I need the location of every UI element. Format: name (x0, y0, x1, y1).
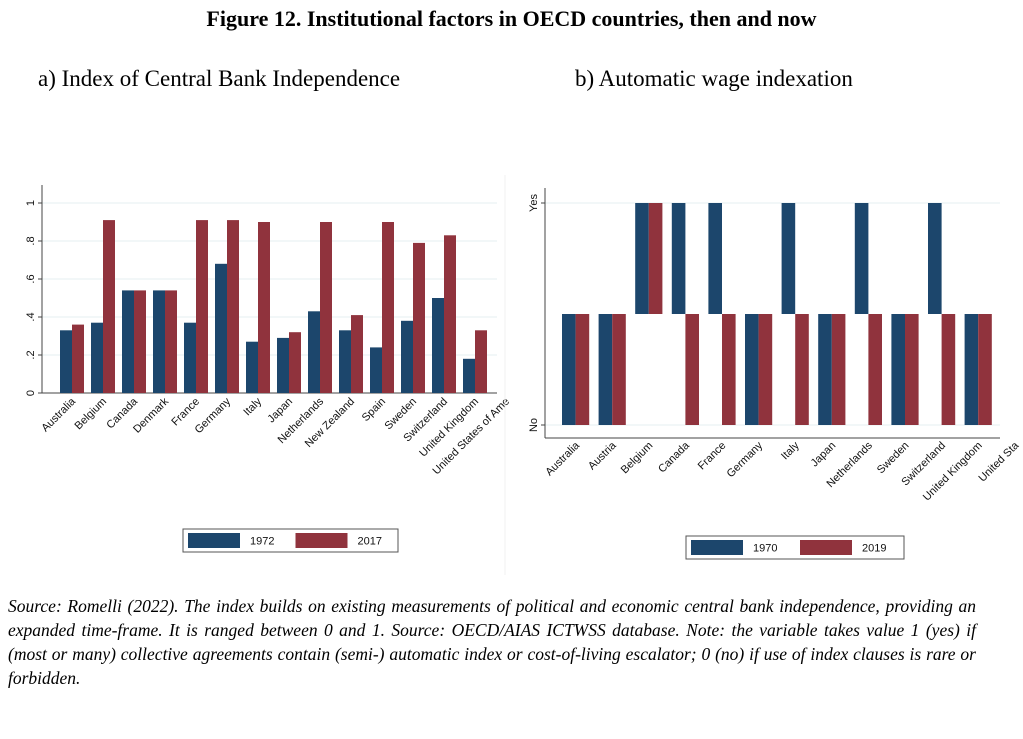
bar-2019-japan (831, 314, 846, 425)
x-tick-label: Italy (779, 439, 802, 462)
x-tick-label: Belgium (73, 396, 110, 433)
y-tick-label: .6 (25, 274, 37, 283)
bar-1972-italy (246, 341, 258, 393)
bar-1972-australia (60, 330, 72, 393)
bar-2019-austria (612, 314, 626, 425)
bar-1972-spain (370, 347, 382, 393)
bar-1972-canada (122, 290, 134, 393)
bar-1970-france (708, 203, 722, 314)
bar-2017-canada (134, 290, 146, 393)
legend-swatch (188, 533, 240, 548)
bar-2019-france (722, 314, 736, 425)
bar-1970-japan (818, 314, 832, 425)
bar-2017-sweden (413, 242, 425, 393)
bar-2019-sweden (905, 314, 919, 425)
bar-1970-switzerland (928, 203, 942, 314)
y-tick-label: 1 (25, 200, 37, 206)
x-tick-label: Italy (241, 395, 264, 418)
y-tick-label: .2 (25, 350, 37, 359)
bar-2017-spain (382, 222, 394, 393)
x-tick-label: Australia (39, 395, 78, 434)
bar-1972-japan (277, 337, 289, 393)
chart-b-title: b) Automatic wage indexation (575, 66, 853, 91)
x-tick-label: Australia (543, 439, 582, 478)
bar-2019-italy (795, 314, 809, 425)
bar-2019-australia (575, 314, 590, 425)
bar-2017-france (196, 220, 208, 393)
bar-2017-japan (289, 332, 301, 393)
bar-2017-belgium (103, 220, 115, 393)
figure-caption: Source: Romelli (2022). The index builds… (8, 596, 976, 688)
bar-2017-united-kingdom (475, 330, 487, 393)
bar-1972-switzerland (432, 298, 444, 393)
bar-2017-switzerland (444, 235, 456, 393)
bar-1972-germany (215, 263, 227, 393)
x-tick-label: United Sta (977, 439, 1022, 484)
bar-2017-germany (227, 220, 239, 393)
bar-1972-new-zealand (339, 330, 351, 393)
x-tick-label: France (696, 440, 729, 473)
chart-a-title: a) Index of Central Bank Independence (38, 66, 401, 91)
legend-swatch (691, 540, 743, 555)
legend-swatch (295, 533, 348, 548)
x-tick-label: Austria (586, 439, 619, 472)
bar-2019-canada (685, 314, 699, 425)
bar-1970-belgium (635, 203, 649, 314)
x-tick-label: Canada (656, 439, 692, 475)
x-tick-label: Japan (265, 396, 295, 426)
bar-1970-australia (562, 314, 576, 425)
legend-label: 1970 (753, 543, 777, 555)
legend-label: 2017 (358, 536, 382, 548)
bar-2019-switzerland (941, 314, 956, 425)
y-tick-label: .4 (25, 312, 37, 321)
y-tick-label: .8 (25, 236, 37, 245)
x-tick-label: Japan (809, 440, 839, 470)
x-tick-label: Spain (360, 396, 388, 424)
bar-1972-united-kingdom (463, 358, 475, 393)
y-tick-label: Yes (528, 194, 540, 212)
bar-1970-germany (745, 314, 759, 425)
bar-2019-germany (758, 314, 773, 425)
bar-2017-australia (72, 324, 84, 393)
bar-1970-netherlands (854, 203, 869, 314)
x-tick-label: Germany (725, 439, 766, 480)
bar-1972-denmark (153, 290, 165, 393)
bar-2019-belgium (648, 203, 663, 314)
bar-2017-italy (258, 222, 270, 393)
bar-1972-belgium (91, 322, 103, 393)
bar-1972-netherlands (308, 311, 320, 393)
y-tick-label: No (528, 418, 540, 432)
bar-1970-sweden (891, 314, 905, 425)
bar-2017-new-zealand (351, 315, 363, 393)
bar-2019-netherlands (868, 314, 882, 425)
bar-2019-united-kingdom (978, 314, 992, 425)
bar-2017-denmark (165, 290, 177, 393)
legend-label: 1972 (250, 536, 274, 548)
bar-1970-united-kingdom (964, 314, 979, 425)
bar-1970-austria (598, 314, 613, 425)
bar-1972-sweden (401, 320, 413, 393)
x-tick-label: Belgium (619, 440, 656, 477)
x-tick-label: Sweden (875, 440, 912, 477)
bar-2017-netherlands (320, 222, 332, 393)
bar-1970-canada (671, 203, 686, 314)
bar-1972-france (184, 322, 196, 393)
figure-title: Figure 12. Institutional factors in OECD… (206, 6, 817, 31)
bar-1970-italy (781, 203, 796, 314)
legend-label: 2019 (862, 543, 886, 555)
y-tick-label: 0 (25, 390, 37, 396)
legend-swatch (800, 540, 852, 555)
